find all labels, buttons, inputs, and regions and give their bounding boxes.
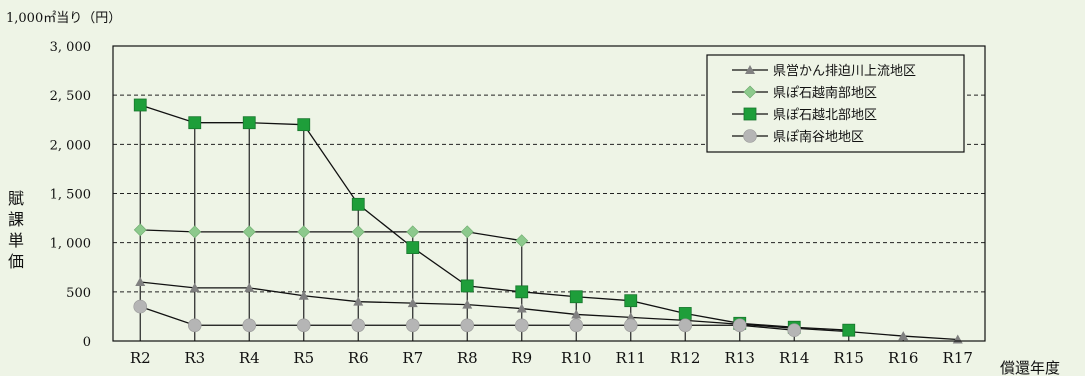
x-tick-label: R16: [888, 349, 918, 367]
grid-lines: [113, 94, 985, 293]
data-point-circle: [351, 318, 366, 333]
legend-label: 県ぽ南谷地地区: [773, 129, 864, 145]
data-point-circle: [460, 318, 475, 333]
legend-label: 県営かん排迫川上流地区: [773, 64, 916, 79]
series-layer: [133, 98, 963, 344]
data-point-square: [133, 98, 147, 112]
data-point-diamond: [406, 225, 420, 239]
x-tick-label: R8: [457, 349, 478, 367]
x-tick-label: R11: [616, 349, 646, 367]
y-tick-label: 3, 000: [50, 40, 91, 55]
data-point-square: [678, 307, 692, 320]
legend-label: 県ぽ石越北部地区: [773, 108, 877, 123]
data-point-square: [188, 116, 202, 130]
data-point-circle: [787, 323, 802, 337]
y-axis-label-char: 賦: [8, 189, 24, 208]
data-point-circle: [133, 299, 148, 314]
data-point-square: [460, 279, 474, 293]
data-point-triangle: [571, 309, 582, 319]
legend-label: 県ぽ石越南部地区: [773, 85, 877, 101]
y-tick-label: 2, 500: [50, 89, 91, 104]
series-line: [140, 104, 849, 331]
data-point-square: [842, 323, 856, 337]
data-point-diamond: [133, 223, 147, 237]
data-point-triangle: [189, 282, 200, 292]
y-tick-label: 1, 500: [50, 188, 91, 203]
data-point-square: [624, 294, 638, 308]
data-point-circle: [623, 318, 638, 333]
data-point-triangle: [298, 290, 309, 300]
data-point-circle: [242, 318, 257, 333]
y-axis-label-char: 価: [8, 252, 24, 271]
data-point-diamond: [460, 225, 474, 239]
data-point-diamond: [242, 225, 256, 239]
y-axis-label-char: 単: [8, 231, 24, 250]
series: [133, 299, 802, 337]
x-tick-label: R17: [943, 349, 973, 367]
data-point-triangle: [898, 331, 909, 341]
data-point-circle: [743, 129, 757, 143]
y-tick-labels: 0 500 1, 000 1, 500 2, 000 2, 500 3, 000: [50, 40, 91, 350]
data-point-square: [743, 107, 757, 121]
data-point-circle: [187, 318, 202, 333]
data-point-circle: [514, 318, 529, 333]
data-point-diamond: [351, 225, 365, 239]
y-tick-label: 0: [83, 335, 91, 350]
x-tick-label: R9: [511, 349, 532, 367]
y-tick-label: 1, 000: [50, 237, 91, 252]
data-point-circle: [569, 318, 584, 333]
x-tick-label: R4: [239, 349, 260, 367]
plot-frame: [112, 45, 986, 342]
unit-label: 1,000㎡当り（円）: [6, 11, 121, 26]
data-point-square: [351, 197, 365, 211]
data-point-triangle: [353, 296, 364, 306]
data-point-triangle: [244, 282, 255, 292]
data-point-square: [515, 285, 529, 299]
data-point-triangle: [407, 298, 418, 308]
data-point-square: [242, 116, 256, 130]
legend-entry: 県ぽ南谷地地区: [732, 129, 864, 145]
y-axis-label-char: 課: [8, 210, 24, 229]
axes: [112, 45, 986, 342]
data-point-diamond: [515, 234, 529, 248]
x-tick-label: R15: [834, 349, 864, 367]
data-point-square: [406, 241, 420, 254]
data-point-diamond: [297, 225, 311, 239]
y-tick-label: 2, 000: [50, 138, 91, 153]
data-point-square: [297, 118, 311, 132]
x-tick-label: R13: [725, 349, 755, 367]
series: [133, 223, 529, 248]
x-tick-label: R3: [184, 349, 205, 367]
series-line: [140, 281, 958, 341]
data-point-diamond: [743, 85, 757, 99]
data-point-triangle: [516, 303, 527, 313]
data-point-diamond: [188, 225, 202, 239]
x-tick-label: R14: [779, 349, 809, 367]
x-tick-label: R12: [670, 349, 700, 367]
x-tick-label: R7: [402, 349, 423, 367]
data-point-circle: [405, 318, 420, 333]
data-point-circle: [678, 318, 693, 333]
data-point-triangle: [745, 65, 755, 74]
x-tick-labels: R2 R3 R4 R5 R6 R7 R8 R9 R10 R11 R12 R13 R14 R15 R16 R17: [130, 349, 973, 367]
legend-entry: 県ぽ石越北部地区: [732, 107, 877, 123]
series-line: [140, 229, 522, 242]
data-point-triangle: [462, 299, 473, 309]
data-point-circle: [296, 318, 311, 333]
x-tick-label: R10: [561, 349, 591, 367]
legend-entry: 県営かん排迫川上流地区: [732, 64, 916, 79]
data-point-triangle: [135, 277, 146, 286]
data-point-square: [569, 290, 583, 304]
x-tick-label: R2: [130, 349, 151, 367]
series: [135, 277, 963, 344]
y-tick-label: 500: [66, 286, 91, 301]
data-point-circle: [732, 318, 747, 333]
x-axis-label: 償還年度: [1000, 359, 1060, 376]
x-tick-label: R6: [348, 349, 369, 367]
legend-entry: 県ぽ石越南部地区: [732, 85, 877, 101]
x-tick-label: R5: [293, 349, 314, 367]
